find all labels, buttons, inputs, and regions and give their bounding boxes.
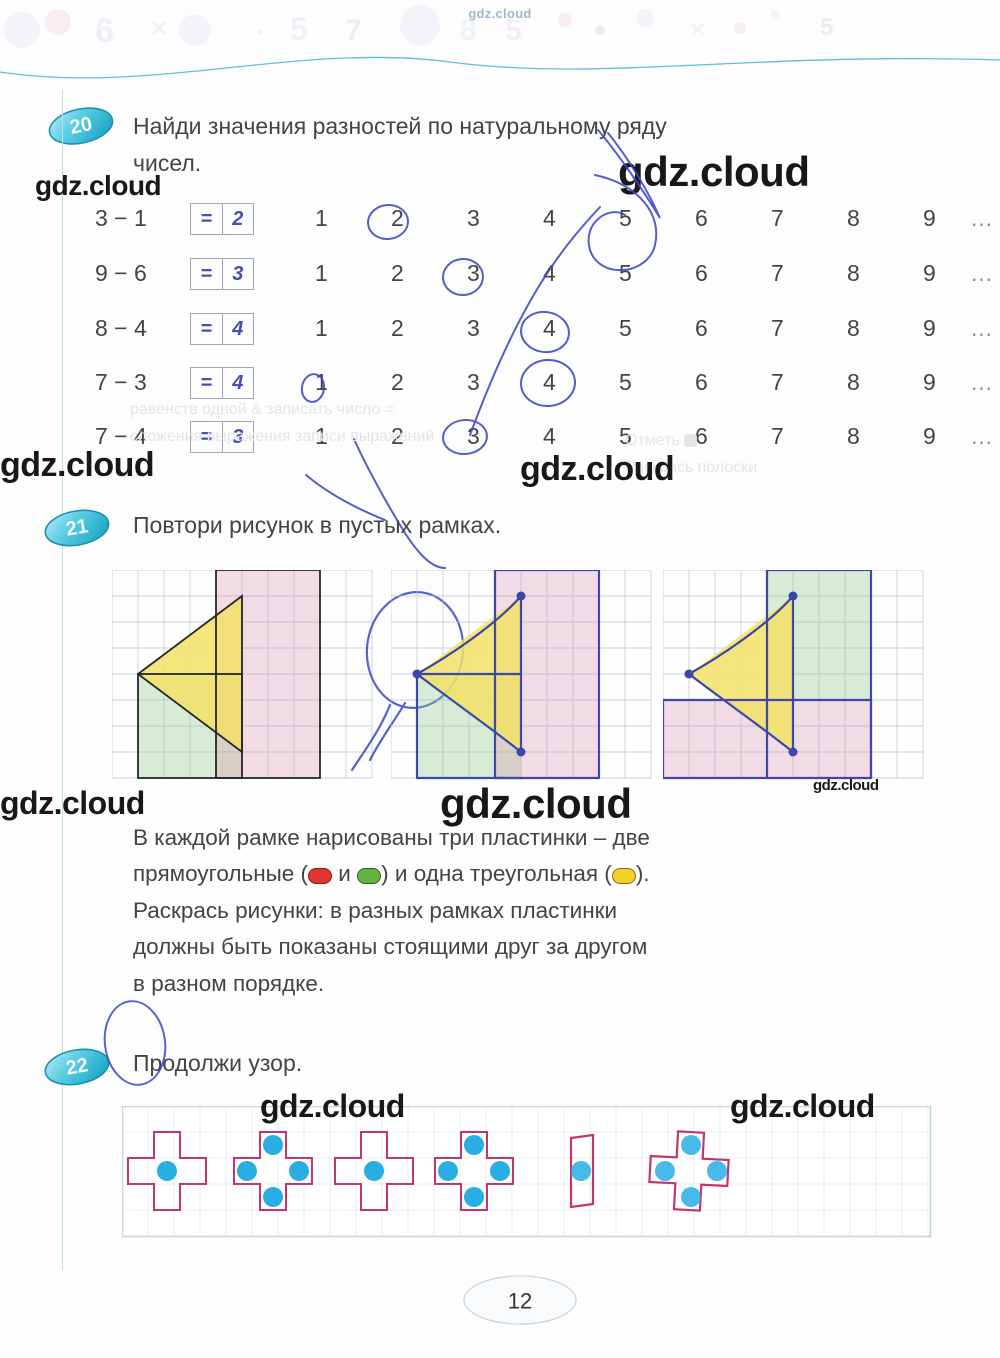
svg-text:22: 22 [64,1054,90,1080]
svg-text:21: 21 [64,515,90,541]
svg-text:12: 12 [508,1289,532,1314]
